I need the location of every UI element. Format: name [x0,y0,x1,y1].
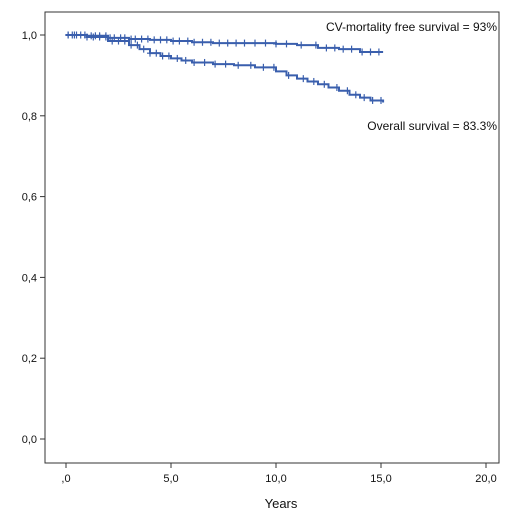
censor-mark [176,37,183,45]
censor-mark [321,80,328,88]
censor-mark [170,37,177,45]
censor-mark [109,37,116,45]
censor-mark [367,48,374,56]
censor-mark [359,48,366,56]
censor-mark [323,44,330,52]
censor-mark [199,38,206,46]
survival-curve-1 [66,34,385,103]
censor-mark [138,35,145,43]
censor-mark [260,63,267,71]
censor-mark [344,87,351,95]
censor-mark [247,61,254,69]
censor-mark [312,41,319,49]
censor-mark [235,61,242,69]
censor-mark [262,39,269,47]
censor-mark [191,38,198,46]
censor-mark [71,31,78,39]
censor-mark [159,52,166,60]
censor-mark [90,33,97,41]
censor-mark [352,91,359,99]
censor-mark [151,36,158,44]
x-tick-label: 20,0 [475,473,496,485]
censor-mark [222,60,229,68]
x-tick-label: 5,0 [163,473,178,485]
censor-mark [182,56,189,64]
censor-mark [300,75,307,83]
overall-survival-annotation: Overall survival = 83.3% [367,119,497,133]
censor-mark [369,96,376,104]
censor-mark [157,36,164,44]
series-layer [65,31,385,104]
y-tick-label: 1,0 [22,30,37,42]
censor-mark [375,48,382,56]
censor-mark [224,39,231,47]
censor-mark [207,38,214,46]
censor-mark [96,33,103,41]
censor-mark [134,41,141,49]
censor-mark [65,31,72,39]
censor-mark [361,94,368,102]
censor-mark [310,77,317,85]
y-axis: 0,0 0,2 0,4 0,6 0,8 1,0 [22,30,45,446]
x-tick-label: ,0 [61,473,70,485]
censor-mark [115,37,122,45]
censor-mark [128,41,135,49]
censor-mark [147,49,153,57]
censor-mark [283,40,290,48]
censor-mark [102,33,109,41]
censor-mark [233,39,240,47]
cv-mortality-annotation: CV-mortality free survival = 93% [326,20,497,34]
censor-mark [84,33,90,41]
censor-mark [163,36,170,44]
y-tick-label: 0,6 [22,192,37,204]
censor-mark [121,37,128,45]
x-tick-label: 15,0 [370,473,391,485]
censor-mark [140,45,147,53]
censor-mark [252,39,258,47]
censor-mark [378,96,384,104]
censor-mark [132,35,139,43]
censor-mark [174,54,181,62]
x-tick-label: 10,0 [265,473,286,485]
censor-mark [331,44,338,52]
censor-mark [340,45,347,53]
censor-mark [241,39,248,47]
censor-mark [285,71,292,79]
censor-mark [212,60,219,68]
y-tick-label: 0,8 [22,111,37,123]
x-axis-label: Years [265,496,298,511]
censor-mark [184,37,191,45]
censor-mark [144,35,151,43]
x-axis: ,0 5,0 10,0 15,0 20,0 [61,463,497,485]
censor-mark [270,63,277,71]
censor-mark [298,41,305,49]
censor-mark [191,58,198,66]
y-tick-label: 0,2 [22,353,37,365]
plot-frame [44,11,500,464]
y-tick-label: 0,4 [22,272,37,284]
censor-mark [216,39,223,47]
censor-mark [273,40,279,48]
y-tick-label: 0,0 [22,434,37,446]
censor-mark [165,52,172,60]
censor-mark [348,45,355,53]
censor-mark [77,31,84,39]
censor-mark [153,49,160,57]
censor-mark [201,58,208,66]
censor-mark [333,84,340,92]
